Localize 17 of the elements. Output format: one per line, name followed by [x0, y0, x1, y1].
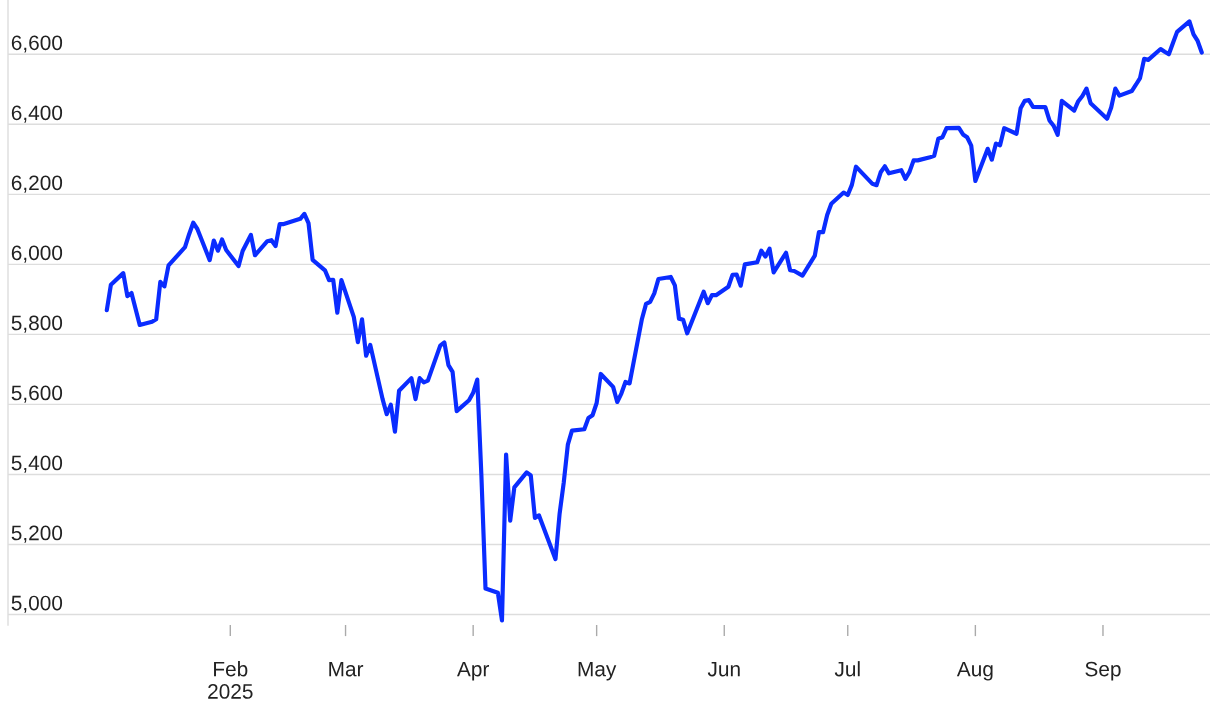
- y-tick-label: 6,600: [11, 35, 63, 53]
- y-tick-label: 5,600: [11, 385, 63, 403]
- x-tick-label: Jun: [707, 661, 740, 677]
- x-tick-label: Aug: [956, 661, 993, 681]
- y-tick-label: 5,800: [11, 315, 63, 333]
- y-tick-label: 6,000: [11, 245, 63, 263]
- y-tick-label: 5,400: [11, 455, 63, 473]
- x-tick-label: May: [578, 661, 617, 681]
- x-tick-label: Sep: [1085, 661, 1121, 681]
- y-tick-label: 5,000: [11, 595, 63, 613]
- x-tick-label: Mar: [329, 661, 364, 677]
- x-tick-label: Feb 2025: [208, 661, 253, 699]
- x-tick-label: Jul: [834, 661, 860, 677]
- y-tick-label: 5,200: [11, 525, 63, 543]
- y-tick-label: 6,200: [11, 175, 63, 193]
- y-tick-label: 6,400: [11, 105, 63, 123]
- x-tick-label: Apr: [456, 661, 490, 681]
